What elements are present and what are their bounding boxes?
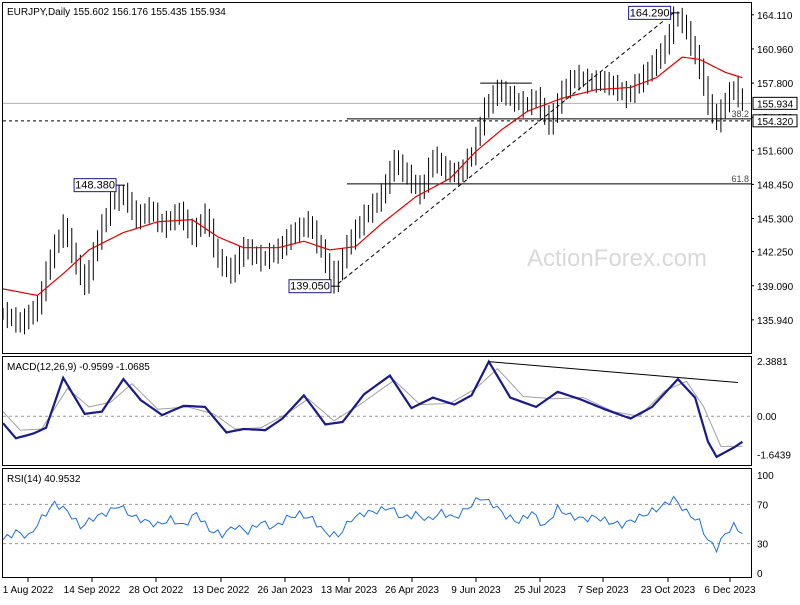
rsi-axis-label: 70 [757, 500, 769, 511]
price-axis-label: 139.090 [757, 282, 794, 293]
macd-axis-label: 0.00 [757, 412, 777, 423]
date-axis-label: 25 Jul 2023 [514, 585, 566, 596]
macd-divergence-line [488, 361, 739, 384]
current-price-box [752, 96, 798, 110]
rsi-axis-label: 100 [757, 471, 774, 482]
fib-label-61-8: 61.8 [731, 174, 749, 184]
date-axis-label: 26 Jan 2023 [257, 585, 312, 596]
price-axis-label: 164.110 [757, 11, 793, 22]
macd-title: MACD(12,26,9) -0.9599 -1.0685 [7, 362, 150, 373]
rising-trendline [337, 12, 674, 284]
price-axis-label: 151.600 [757, 146, 794, 157]
date-axis-label: 9 Jun 2023 [451, 585, 501, 596]
annotation-label: 148.380 [75, 180, 115, 192]
price-panel [2, 2, 752, 354]
annotation-label: 164.290 [630, 7, 670, 19]
price-axis-label: 157.800 [757, 79, 794, 90]
macd-signal-line [2, 367, 743, 447]
rsi-axis-label: 30 [757, 540, 769, 551]
date-axis-label: 26 Apr 2023 [385, 585, 439, 596]
price-header: EURJPY,Daily 155.602 156.176 155.435 155… [7, 7, 226, 18]
macd-axis-label: -1.6439 [757, 450, 791, 461]
rsi-axis-label: 0 [757, 569, 763, 580]
current-price-label: 155.934 [757, 99, 794, 110]
price-axis-label: 142.250 [757, 248, 794, 259]
price-axis-label: 135.940 [757, 316, 794, 327]
date-axis-label: 28 Oct 2022 [129, 585, 184, 596]
date-axis-label: 14 Sep 2022 [64, 585, 121, 596]
date-axis-label: 1 Aug 2022 [3, 585, 54, 596]
date-axis-label: 7 Sep 2023 [577, 585, 629, 596]
annotation-box [288, 279, 332, 294]
date-axis-label: 13 Mar 2023 [321, 585, 378, 596]
annotation-box [73, 178, 117, 193]
sma-line [2, 56, 743, 297]
price-axis-label: 145.300 [757, 215, 794, 226]
price-axis-label: 160.960 [757, 45, 794, 56]
macd-panel [2, 356, 752, 466]
annotation-box [628, 5, 672, 20]
macd-axis-label: 2.3881 [757, 357, 788, 368]
annotation-label: 139.050 [290, 281, 330, 293]
date-axis-label: 13 Dec 2022 [193, 585, 250, 596]
rsi-panel [2, 468, 752, 578]
macd-line [2, 359, 744, 459]
fib-label-38-2: 38.2 [731, 109, 749, 119]
rsi-title: RSI(14) 40.9532 [7, 474, 81, 485]
rsi-line [2, 495, 743, 554]
date-axis-label: 6 Dec 2023 [704, 585, 756, 596]
price-axis-label: 148.450 [757, 180, 794, 191]
watermark: ActionForex.com [527, 245, 707, 272]
date-axis-label: 23 Oct 2023 [641, 585, 696, 596]
level-price-box [752, 114, 798, 128]
level-price-label: 154.320 [757, 117, 794, 128]
